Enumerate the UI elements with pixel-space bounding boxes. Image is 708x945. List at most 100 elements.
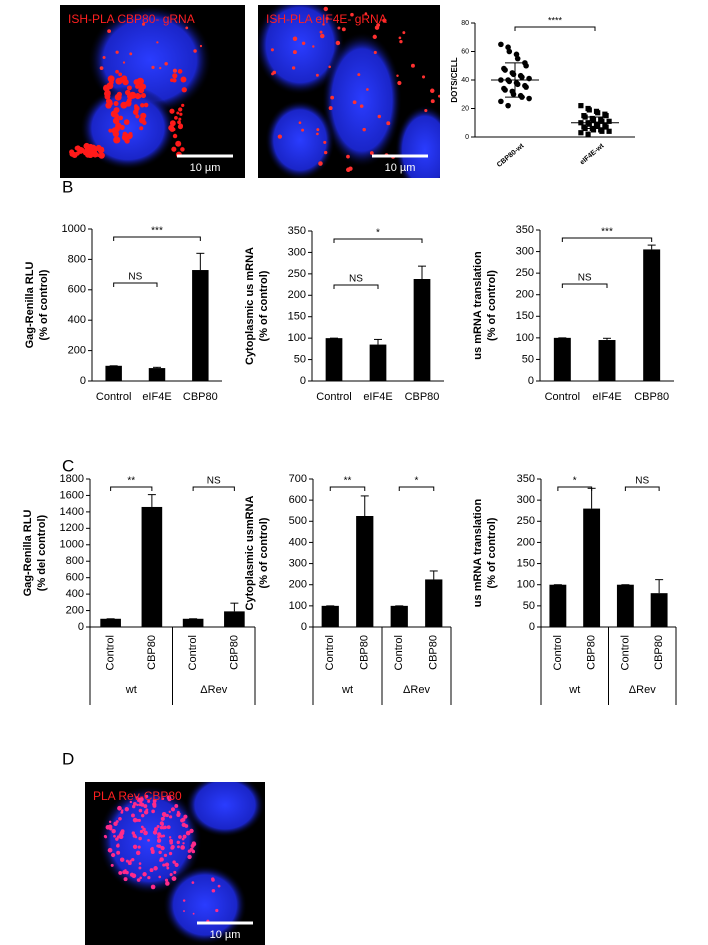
y-tick-label: 50 [294, 353, 306, 365]
data-point [578, 130, 584, 136]
x-tick-label: CBP80 [146, 635, 158, 670]
y-tick-label: 300 [289, 557, 307, 569]
signal-dot [131, 858, 135, 862]
signal-dot [126, 85, 132, 91]
signal-dot [122, 78, 129, 86]
y-tick-label: 200 [517, 536, 535, 548]
signal-dot [138, 836, 142, 841]
signal-dot [165, 881, 170, 886]
data-point [506, 78, 513, 85]
signal-dot [277, 134, 283, 139]
signal-dot [352, 100, 357, 105]
y-axis-label: (% of control) [258, 270, 270, 341]
y-tick-label: 300 [516, 245, 534, 257]
signal-dot [164, 862, 170, 867]
bar [598, 340, 616, 381]
significance-bracket [398, 486, 435, 491]
data-point [595, 123, 601, 129]
signal-dot [373, 50, 377, 55]
signal-dot [169, 108, 175, 114]
signal-dot [424, 108, 428, 113]
significance-label: ** [127, 476, 135, 487]
signal-dot [162, 834, 166, 838]
signal-dot [176, 845, 180, 849]
signal-dot [357, 73, 361, 77]
y-tick-label: 350 [516, 224, 534, 236]
bar [650, 593, 668, 627]
signal-dot [129, 859, 132, 863]
signal-dot [185, 26, 189, 30]
signal-dot [140, 825, 144, 829]
signal-dot [152, 798, 157, 803]
y-tick-label: 50 [523, 600, 535, 612]
signal-dot [74, 145, 80, 151]
signal-dot [108, 128, 113, 133]
signal-dot [147, 838, 150, 842]
signal-dot [411, 63, 415, 68]
data-point [523, 62, 529, 69]
x-tick-label: eIF4E-wt [579, 142, 606, 166]
x-tick-label: CBP80 [634, 391, 669, 403]
signal-dot [118, 72, 123, 77]
signal-dot [125, 859, 129, 863]
y-axis-label: Cytoplasmic usmRNA [244, 495, 256, 610]
x-tick-label: Control [552, 635, 564, 670]
signal-dot [151, 849, 155, 853]
signal-dot [421, 75, 426, 79]
bar [105, 365, 122, 381]
signal-dot [178, 107, 183, 112]
signal-dot [115, 50, 119, 54]
data-point [599, 128, 605, 134]
signal-dot [164, 878, 169, 882]
data-point [526, 95, 532, 102]
group-label: wt [568, 684, 580, 696]
signal-dot [142, 872, 147, 877]
signal-dot [178, 812, 181, 815]
signal-dot [105, 824, 111, 830]
signal-dot [152, 804, 157, 808]
group-label: ΔRev [200, 684, 227, 696]
bar [100, 618, 121, 627]
y-tick-label: 200 [288, 289, 306, 301]
signal-dot [129, 52, 133, 56]
signal-dot [191, 841, 197, 847]
significance-label: *** [151, 226, 163, 237]
signal-dot [137, 845, 141, 849]
y-tick-label: 200 [516, 289, 534, 301]
signal-dot [318, 161, 323, 166]
significance-label: NS [349, 274, 363, 285]
signal-dot [291, 66, 296, 70]
signal-dot [140, 103, 145, 108]
y-tick-label: 0 [529, 621, 535, 633]
data-point [519, 74, 525, 80]
signal-dot [123, 119, 130, 125]
signal-dot [143, 810, 149, 815]
micrograph: ISH-PLA eIF4E- gRNA 10 µm [258, 5, 440, 178]
signal-dot [163, 814, 166, 818]
micrograph: ISH-PLA CBP80- gRNA 10 µm [60, 5, 245, 178]
y-axis-label: (% of control) [258, 517, 270, 588]
signal-dot [117, 805, 122, 811]
data-point [603, 113, 609, 119]
signal-dot [113, 834, 116, 838]
data-point [590, 127, 597, 133]
signal-dot [386, 121, 391, 126]
y-axis-label: Cytoplasmic us mRNA [244, 247, 256, 365]
bar [325, 338, 343, 381]
signal-dot [132, 804, 136, 809]
nucleus [163, 865, 247, 945]
bar [141, 506, 163, 627]
panel-label: B [62, 177, 73, 196]
signal-dot [113, 107, 120, 114]
signal-dot [180, 147, 185, 152]
micrograph-content [60, 5, 245, 178]
signal-dot [328, 65, 331, 69]
signal-dot [168, 810, 171, 814]
x-tick-label: Control [105, 635, 117, 670]
y-tick-label: 0 [300, 375, 306, 387]
significance-bracket [113, 282, 158, 287]
data-point [514, 81, 521, 88]
signal-dot [182, 899, 186, 902]
signal-dot [159, 821, 164, 826]
signal-dot [135, 84, 140, 89]
